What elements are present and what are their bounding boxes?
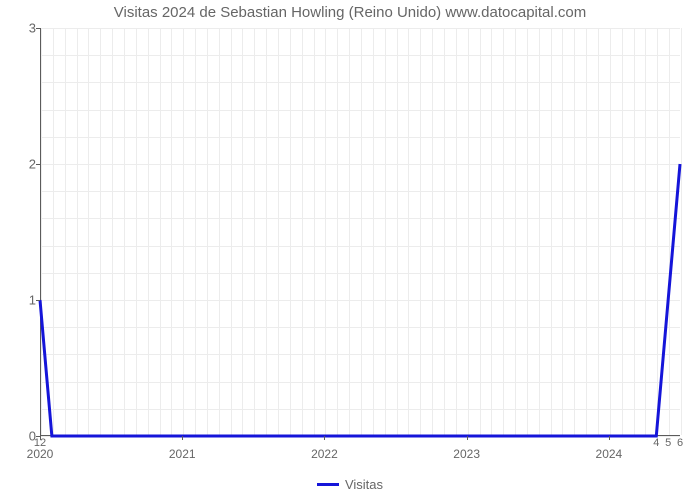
y-tick-label: 2 [22, 157, 36, 172]
series-visitas [40, 164, 680, 436]
x-tick-label-major: 2023 [453, 447, 480, 461]
x-tick-label-major: 2020 [27, 447, 54, 461]
x-tick-mark [467, 436, 468, 440]
grid-vertical [681, 28, 682, 435]
x-tick-label-minor: 12 [34, 437, 46, 449]
legend: Visitas [0, 477, 700, 492]
x-tick-label-minor: 4 [653, 437, 659, 449]
x-tick-label-major: 2024 [596, 447, 623, 461]
y-tick-mark [36, 164, 40, 165]
chart-container: Visitas 2024 de Sebastian Howling (Reino… [0, 0, 700, 500]
x-tick-label-major: 2022 [311, 447, 338, 461]
x-tick-mark [609, 436, 610, 440]
y-tick-mark [36, 300, 40, 301]
line-series [40, 28, 680, 436]
x-tick-label-minor: 6 [677, 437, 683, 449]
x-tick-mark [324, 436, 325, 440]
y-tick-label: 1 [22, 293, 36, 308]
y-tick-mark [36, 28, 40, 29]
legend-label: Visitas [345, 477, 383, 492]
x-tick-mark [182, 436, 183, 440]
x-tick-label-major: 2021 [169, 447, 196, 461]
legend-swatch [317, 483, 339, 486]
chart-title: Visitas 2024 de Sebastian Howling (Reino… [0, 4, 700, 21]
x-tick-label-minor: 5 [665, 437, 671, 449]
y-tick-label: 3 [22, 21, 36, 36]
